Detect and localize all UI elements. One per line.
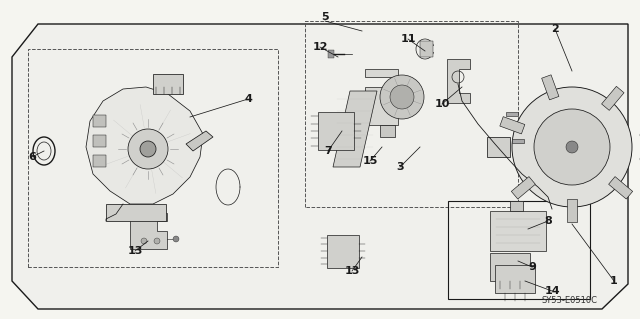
Polygon shape [500,117,525,134]
Polygon shape [106,204,166,221]
Polygon shape [487,137,510,157]
Polygon shape [512,139,524,143]
Circle shape [128,129,168,169]
Polygon shape [420,41,433,57]
Polygon shape [130,213,167,249]
Circle shape [390,85,414,109]
Polygon shape [511,177,536,199]
Text: 14: 14 [544,286,560,296]
Text: 12: 12 [312,42,328,52]
Polygon shape [86,87,203,204]
Polygon shape [186,131,213,151]
Circle shape [380,75,424,119]
Text: 8: 8 [544,216,552,226]
Circle shape [140,141,156,157]
Polygon shape [541,75,559,100]
Polygon shape [328,50,334,58]
Circle shape [512,87,632,207]
Polygon shape [567,199,577,222]
Polygon shape [93,115,106,127]
Text: 10: 10 [435,99,450,109]
Text: 6: 6 [28,152,36,162]
Polygon shape [333,91,377,167]
Polygon shape [365,69,398,125]
Polygon shape [12,24,628,309]
Text: 13: 13 [344,266,360,276]
Text: 11: 11 [400,34,416,44]
Polygon shape [447,59,470,103]
Polygon shape [153,74,183,94]
Text: 4: 4 [244,94,252,104]
Polygon shape [93,135,106,147]
Polygon shape [490,253,530,281]
Text: SY53-E0510C: SY53-E0510C [542,296,598,305]
Text: 7: 7 [324,146,332,156]
Polygon shape [506,112,518,116]
Circle shape [173,236,179,242]
Circle shape [534,109,610,185]
Circle shape [141,238,147,244]
Polygon shape [93,155,106,167]
Polygon shape [602,86,624,110]
Text: 3: 3 [396,162,404,172]
Text: 5: 5 [321,12,329,22]
Text: 13: 13 [127,246,143,256]
Circle shape [566,141,578,153]
Text: 9: 9 [528,262,536,272]
Polygon shape [495,265,535,293]
Polygon shape [327,234,358,268]
Polygon shape [318,112,354,150]
Text: 1: 1 [610,276,618,286]
Polygon shape [380,125,395,137]
Polygon shape [510,201,523,211]
Polygon shape [609,177,633,199]
Polygon shape [490,211,546,251]
Text: 2: 2 [551,24,559,34]
Text: 15: 15 [362,156,378,166]
Circle shape [154,238,160,244]
